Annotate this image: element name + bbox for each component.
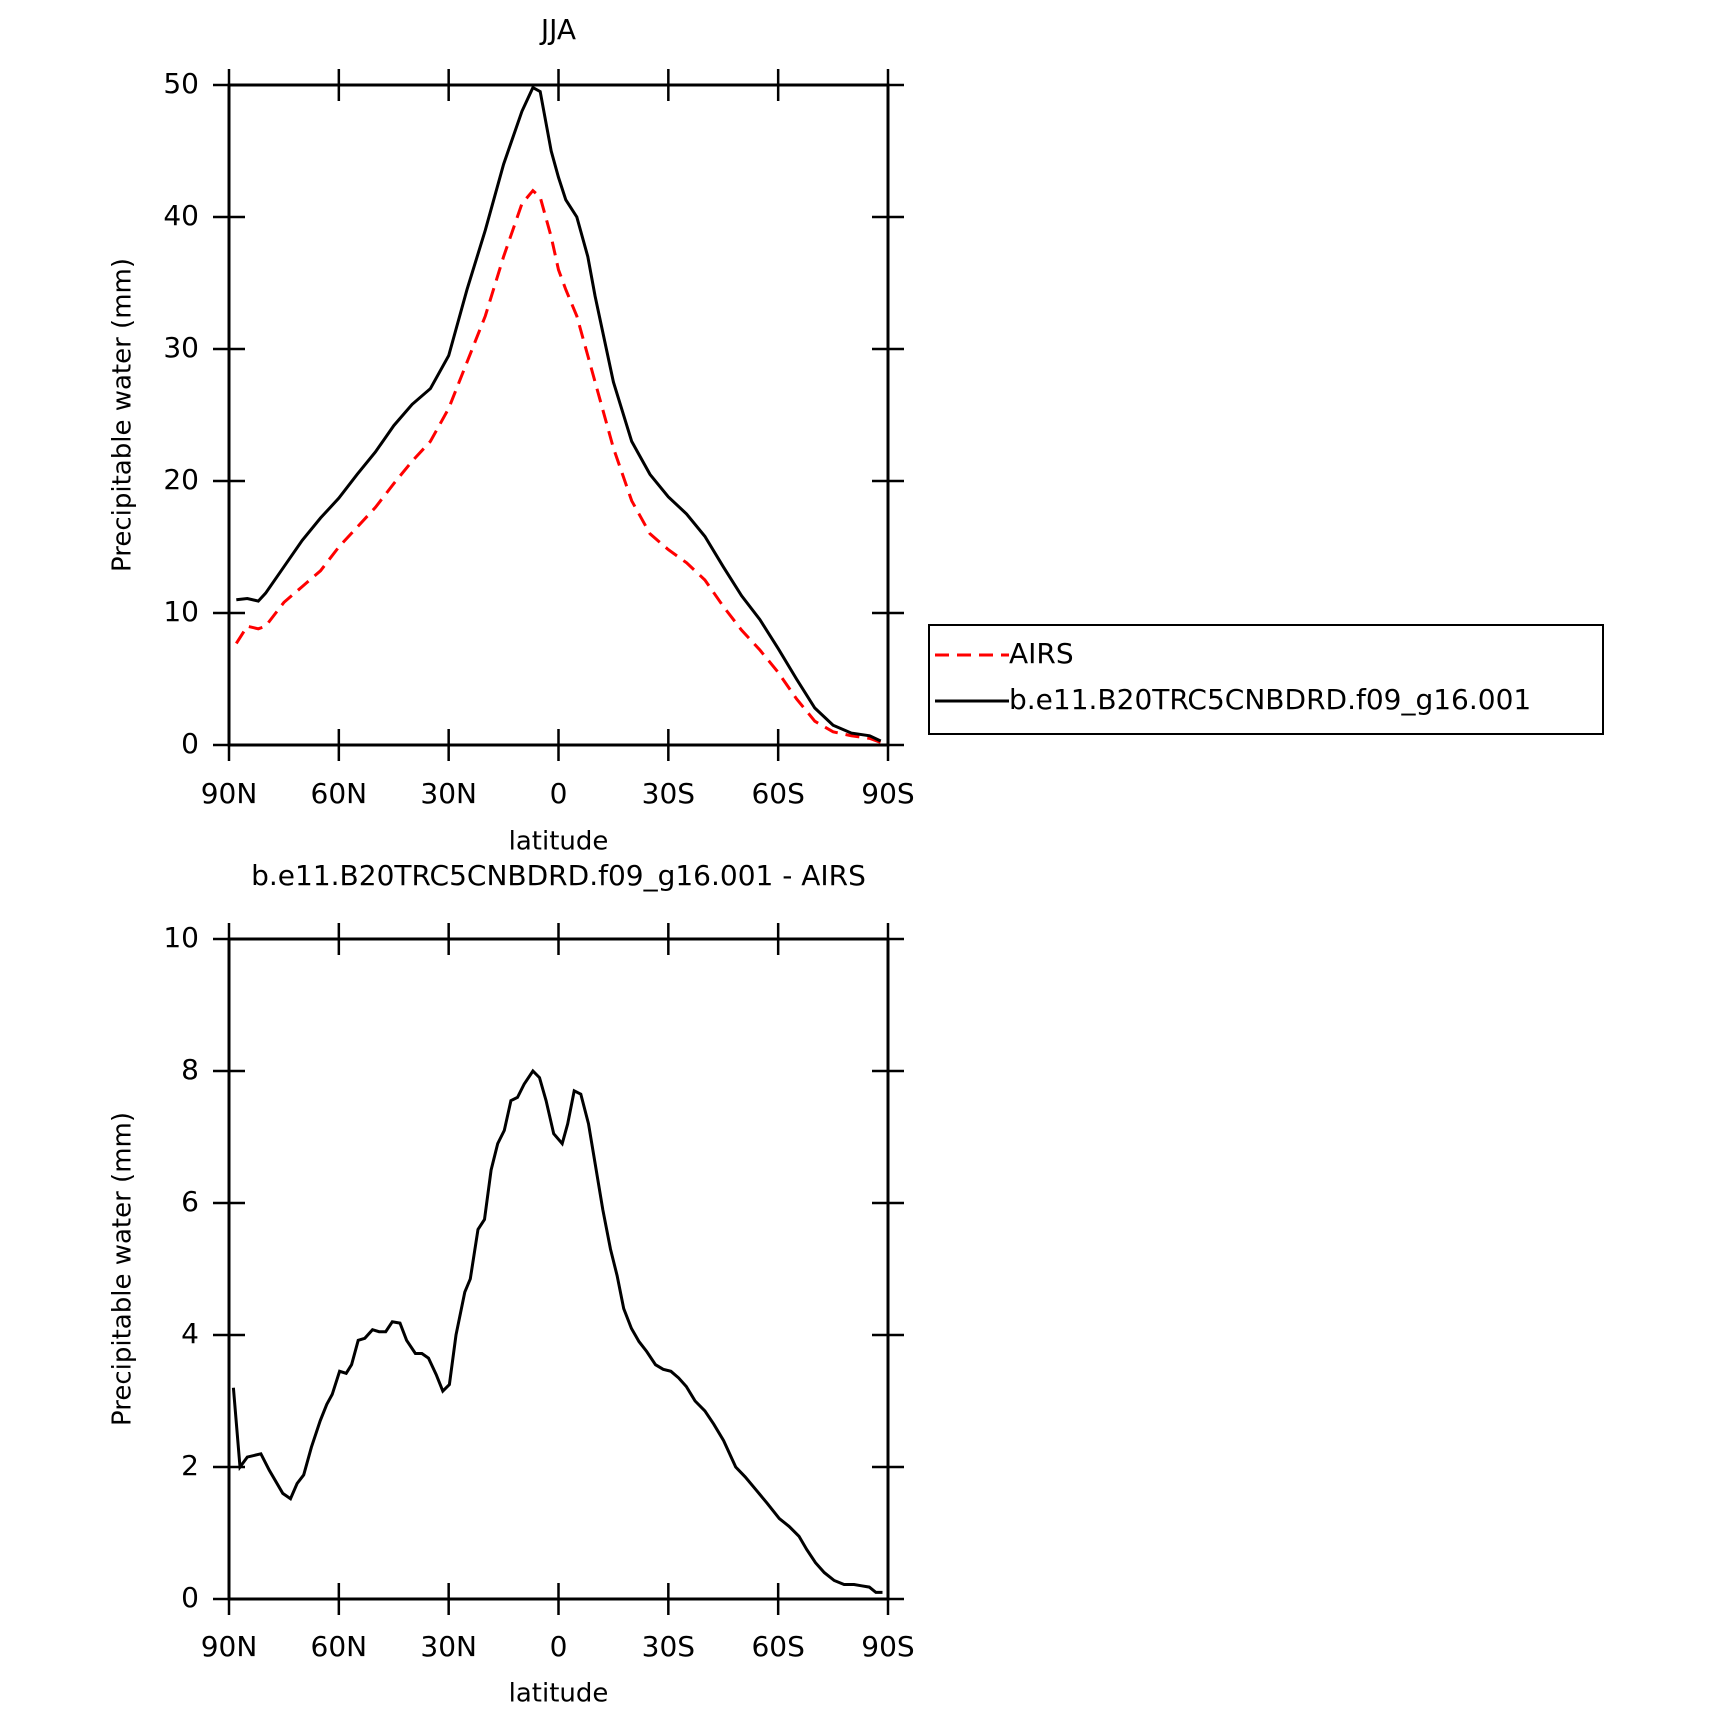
y-tick-label: 4 [181, 1317, 199, 1350]
y-axis-label: Precipitable water (mm) [108, 1112, 138, 1426]
legend-label: AIRS [1009, 637, 1074, 670]
x-tick-label: 30S [642, 1630, 695, 1663]
y-tick-label: 30 [163, 331, 199, 364]
x-tick-label: 90S [861, 1630, 914, 1663]
y-axis-label: Precipitable water (mm) [108, 258, 138, 572]
y-tick-label: 50 [163, 67, 199, 100]
x-tick-label: 60N [311, 777, 368, 810]
plot-frame [227, 83, 890, 747]
chart-title: JJA [539, 13, 576, 46]
legend-label: b.e11.B20TRC5CNBDRD.f09_g16.001 [1009, 683, 1531, 716]
x-tick-label: 30N [420, 1630, 477, 1663]
y-tick-label: 40 [163, 199, 199, 232]
chart-title: b.e11.B20TRC5CNBDRD.f09_g16.001 - AIRS [251, 859, 866, 892]
y-tick-label: 20 [163, 463, 199, 496]
y-tick-label: 10 [163, 921, 199, 954]
plot-frame [227, 937, 890, 1601]
y-tick-label: 2 [181, 1449, 199, 1482]
x-tick-label: 60S [751, 777, 804, 810]
x-tick-label: 90N [201, 1630, 258, 1663]
y-tick-label: 8 [181, 1053, 199, 1086]
x-tick-label: 60S [751, 1630, 804, 1663]
y-tick-label: 0 [181, 727, 199, 760]
y-tick-label: 10 [163, 595, 199, 628]
x-tick-label: 30S [642, 777, 695, 810]
x-tick-label: 60N [311, 1630, 368, 1663]
x-tick-label: 30N [420, 777, 477, 810]
x-tick-label: 90S [861, 777, 914, 810]
x-tick-label: 0 [550, 777, 568, 810]
legend-box [928, 624, 1604, 735]
data-line [231, 1068, 883, 1594]
x-tick-label: 0 [550, 1630, 568, 1663]
x-axis-label: latitude [509, 1679, 609, 1709]
data-line [235, 188, 882, 744]
x-tick-label: 90N [201, 777, 258, 810]
y-tick-label: 0 [181, 1581, 199, 1614]
y-tick-label: 6 [181, 1185, 199, 1218]
data-line [236, 85, 882, 743]
x-axis-label: latitude [509, 827, 609, 857]
